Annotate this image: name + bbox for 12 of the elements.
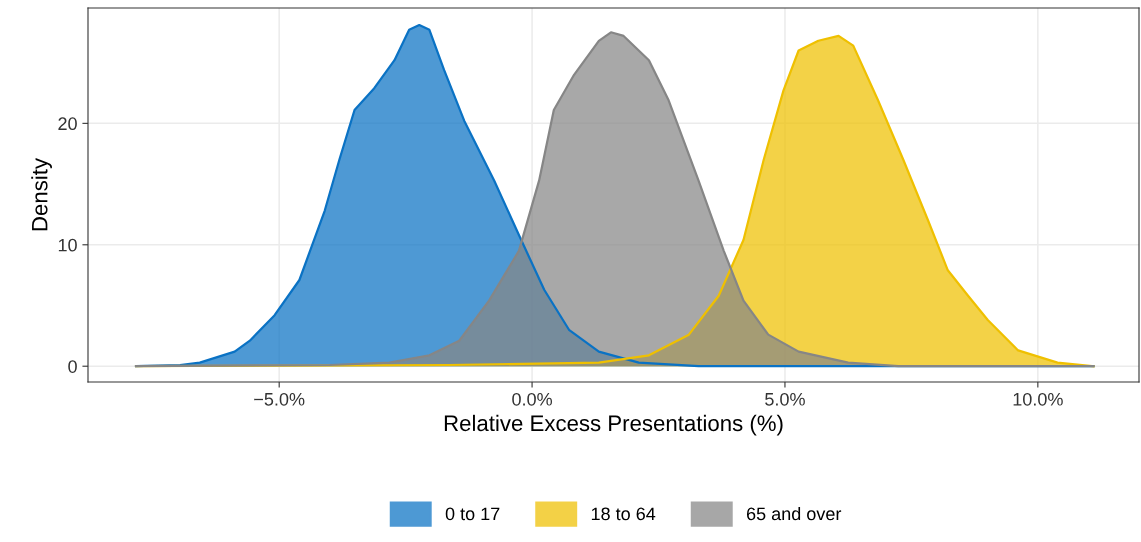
legend-label: 65 and over [746, 506, 842, 521]
y-tick-label: 10 [58, 238, 77, 252]
legend-label: 0 to 17 [445, 507, 500, 521]
legend-label: 18 to 64 [591, 507, 656, 521]
x-tick-label: 10.0% [1013, 392, 1063, 406]
y-tick-label: 0 [68, 360, 77, 373]
x-tick-label: −5.0% [254, 392, 305, 406]
y-tick-label: 20 [58, 117, 77, 131]
x-axis-title: Relative Excess Presentations (%) [444, 414, 783, 436]
x-tick-label: 5.0% [765, 392, 805, 406]
x-tick-label: 0.0% [512, 392, 553, 406]
y-axis-title: Density [31, 157, 52, 231]
